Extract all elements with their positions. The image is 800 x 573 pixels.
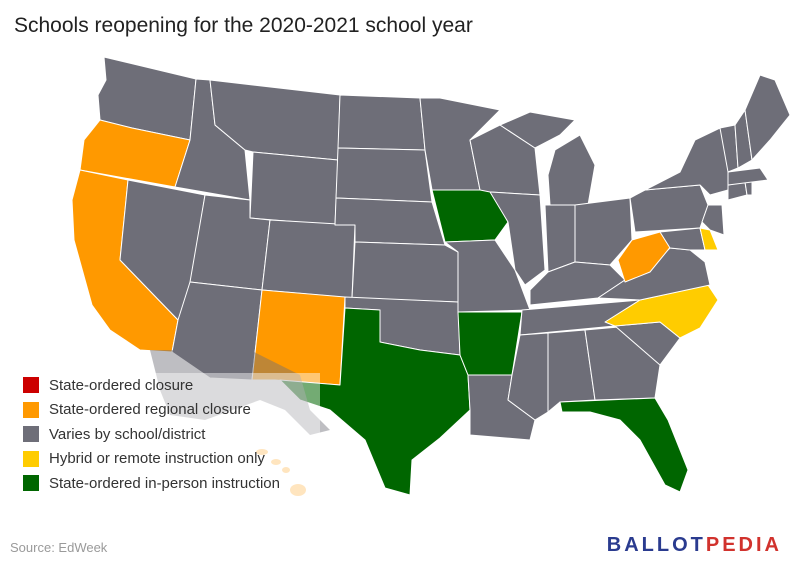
legend-label: State-ordered in-person instruction (49, 474, 280, 492)
state-new-jersey[interactable] (701, 204, 725, 236)
legend-swatch-regional (23, 401, 39, 418)
state-texas[interactable] (279, 307, 471, 496)
legend-swatch-closure (23, 377, 39, 394)
state-colorado[interactable] (261, 219, 356, 299)
legend-label: Hybrid or remote instruction only (49, 450, 265, 468)
legend-label: State-ordered regional closure (49, 401, 251, 419)
state-hawaii[interactable] (256, 449, 306, 496)
state-maryland[interactable] (659, 227, 706, 251)
source-note: Source: EdWeek (10, 540, 108, 555)
legend-swatch-varies (23, 426, 39, 443)
map-title: Schools reopening for the 2020-2021 scho… (14, 14, 473, 37)
legend-swatch-inperson (23, 475, 39, 492)
state-pennsylvania[interactable] (629, 184, 709, 233)
legend-item-closure: State-ordered closure (20, 373, 320, 398)
legend-swatch-hybrid (23, 450, 39, 467)
lower48-states (71, 56, 791, 496)
logo-part-pedia: PEDIA (705, 534, 782, 556)
state-florida[interactable] (559, 397, 689, 493)
state-south-dakota[interactable] (335, 147, 433, 203)
ballotpedia-logo[interactable]: BALLOTPEDIA (607, 534, 782, 557)
state-michigan[interactable] (547, 134, 596, 206)
legend-item-varies: Varies by school/district (20, 422, 320, 447)
state-new-york[interactable] (644, 127, 731, 196)
state-delaware[interactable] (699, 227, 719, 251)
state-arkansas[interactable] (457, 311, 523, 376)
state-indiana[interactable] (544, 204, 576, 273)
state-north-dakota[interactable] (337, 94, 426, 151)
state-alaska[interactable] (150, 350, 330, 435)
state-massachusetts[interactable] (727, 167, 769, 186)
legend-label: State-ordered closure (49, 376, 194, 394)
legend-label: Varies by school/district (49, 425, 206, 443)
state-illinois[interactable] (489, 191, 546, 286)
logo-part-ballot: BALLOT (606, 534, 706, 556)
state-kansas[interactable] (351, 241, 459, 303)
state-wyoming[interactable] (249, 151, 339, 226)
state-michigan-upper (499, 111, 576, 149)
legend-item-inperson: State-ordered in-person instruction (20, 471, 320, 496)
state-ohio[interactable] (574, 197, 633, 266)
legend-item-regional: State-ordered regional closure (20, 398, 320, 423)
legend-item-hybrid: Hybrid or remote instruction only (20, 447, 320, 472)
state-kentucky[interactable] (529, 261, 626, 306)
state-maine[interactable] (744, 74, 791, 161)
legend: State-ordered closure State-ordered regi… (20, 373, 320, 496)
